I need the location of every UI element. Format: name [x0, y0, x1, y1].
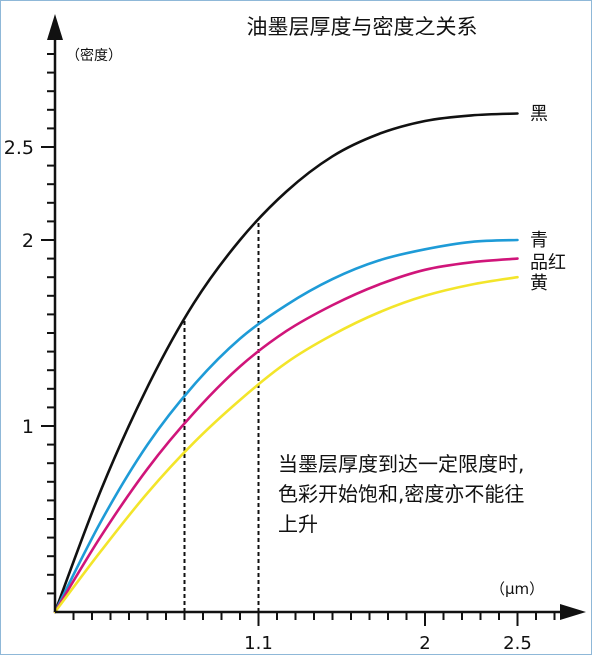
- x-axis-arrow: [560, 604, 586, 620]
- y-axis-arrow: [47, 14, 63, 40]
- curve-cyan: [53, 238, 519, 614]
- x-axis-label: （μm）: [490, 580, 544, 598]
- annotation-line-3: 上升: [278, 512, 318, 536]
- series-label-magenta: 品红: [530, 253, 566, 274]
- y-axis-label: （密度）: [66, 47, 122, 64]
- series-label-yellow: 黄: [530, 273, 548, 294]
- x-tick-label: 2.5: [503, 633, 532, 654]
- curve-yellow: [53, 275, 519, 614]
- annotation-line-1: 当墨层厚度到达一定限度时,: [278, 452, 524, 476]
- chart-title: 油墨层厚度与密度之关系: [247, 15, 478, 39]
- curve-black: [53, 112, 519, 614]
- annotation-line-2: 色彩开始饱和,密度亦不能往: [278, 482, 524, 506]
- x-tick-label: 2: [419, 633, 430, 654]
- y-tick-label: 1: [22, 416, 34, 438]
- x-tick-label: 1.1: [244, 633, 273, 654]
- y-tick-label: 2: [22, 230, 34, 252]
- curve-magenta: [53, 257, 519, 614]
- series-label-cyan: 青: [530, 230, 548, 251]
- y-tick-label: 2.5: [4, 137, 34, 159]
- series-label-black: 黑: [530, 104, 548, 125]
